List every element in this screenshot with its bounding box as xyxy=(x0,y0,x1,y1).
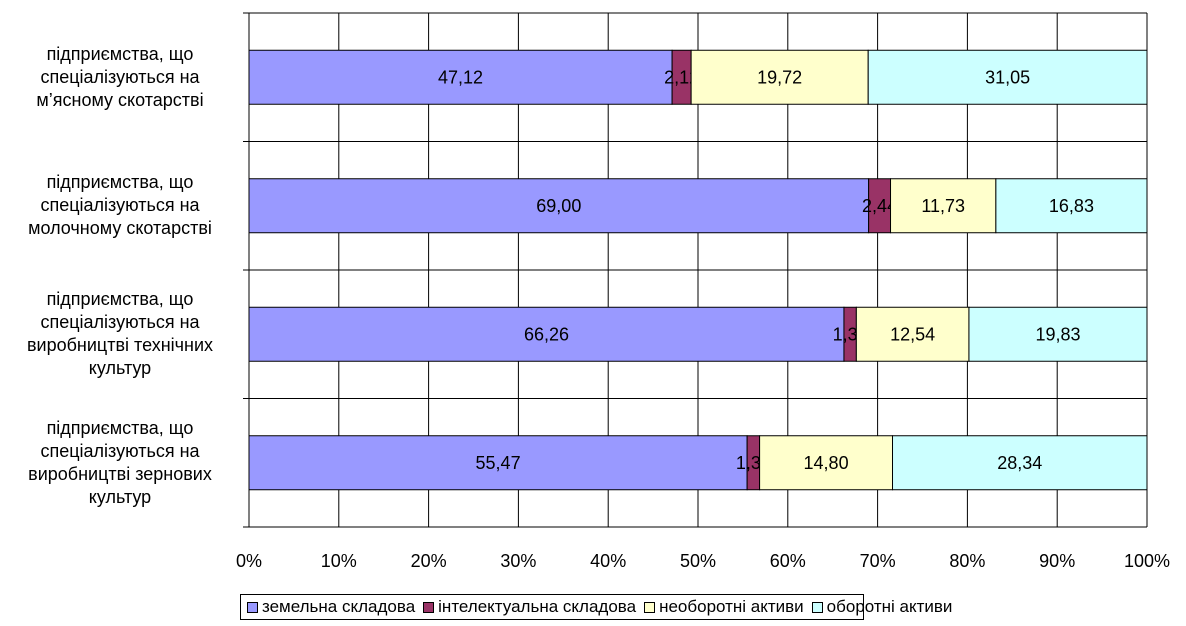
x-tick-label: 70% xyxy=(860,551,896,571)
category-label-line: виробництві технічних xyxy=(26,335,214,356)
data-label: 2,12 xyxy=(664,67,699,87)
category-label: підприємства, що спеціалізуються на виробн… xyxy=(4,417,236,509)
category-label: підприємства, що спеціалізуються на виробн… xyxy=(4,288,236,380)
bar-segment xyxy=(890,178,997,234)
category-label: підприємства, що спеціалізуються на м’ясно… xyxy=(4,43,236,112)
legend: земельна складова інтелектуальна складова… xyxy=(240,594,952,620)
x-tick-label: 0% xyxy=(236,551,262,571)
legend-swatch xyxy=(811,601,823,613)
legend-item: земельна складова xyxy=(247,597,415,617)
bar-segment xyxy=(855,306,970,362)
x-tick-label: 100% xyxy=(1124,551,1170,571)
category-label-line: спеціалізуються на xyxy=(40,312,200,333)
legend-label: оборотні активи xyxy=(826,597,953,616)
x-tick-label: 80% xyxy=(949,551,985,571)
data-label: 69,00 xyxy=(536,196,581,216)
data-label: 19,72 xyxy=(757,67,802,87)
bar-segment xyxy=(968,306,1148,362)
data-label: 19,83 xyxy=(1035,324,1080,344)
data-label: 16,83 xyxy=(1049,196,1094,216)
data-label: 31,05 xyxy=(985,67,1030,87)
x-tick-label: 90% xyxy=(1039,551,1075,571)
bar-segment xyxy=(892,435,1148,491)
x-tick-label: 30% xyxy=(500,551,536,571)
legend-item: оборотні активи xyxy=(811,597,953,617)
data-label: 55,47 xyxy=(476,453,521,473)
category-label-line: культур xyxy=(88,358,152,379)
category-label-line: підприємства, що xyxy=(46,289,194,310)
category-label-line: виробництві зернових xyxy=(28,463,212,484)
legend-swatch xyxy=(423,601,435,613)
category-label-line: підприємства, що xyxy=(46,417,194,438)
category-label-line: культур xyxy=(88,486,152,507)
bar-segment xyxy=(867,49,1148,105)
category-label-line: спеціалізуються на xyxy=(40,195,200,216)
bar-segment xyxy=(995,178,1148,234)
x-tick-label: 60% xyxy=(770,551,806,571)
legend-label: інтелектуальна складова xyxy=(438,597,637,616)
legend-swatch xyxy=(644,601,656,613)
category-label: підприємства, що спеціалізуються на молочн… xyxy=(4,171,236,240)
data-label: 47,12 xyxy=(438,67,483,87)
legend-item: інтелектуальна складова xyxy=(423,597,636,617)
x-tick-label: 10% xyxy=(321,551,357,571)
category-label-line: м’ясному скотарстві xyxy=(36,89,204,110)
bar-segment xyxy=(248,435,748,491)
bar-segment xyxy=(248,178,870,234)
bar-segment xyxy=(248,306,845,362)
category-label-line: молочному скотарстві xyxy=(28,218,212,239)
legend-label: земельна складова xyxy=(262,597,416,616)
legend-swatch xyxy=(247,601,258,613)
legend-item: необоротні активи xyxy=(644,597,804,617)
data-label: 2,44 xyxy=(862,196,897,216)
data-label: 12,54 xyxy=(890,324,935,344)
bar-segment xyxy=(690,49,869,105)
data-label: 11,73 xyxy=(921,196,965,216)
category-label-line: спеціалізуються на xyxy=(40,66,200,87)
data-label: 14,80 xyxy=(804,453,849,473)
legend-label: необоротні активи xyxy=(659,597,804,616)
data-label: 66,26 xyxy=(524,324,569,344)
category-label-line: спеціалізуються на xyxy=(40,440,200,461)
bar-segment xyxy=(248,49,673,105)
x-tick-label: 50% xyxy=(680,551,716,571)
data-label: 28,34 xyxy=(997,453,1042,473)
x-tick-label: 40% xyxy=(590,551,626,571)
category-label-line: підприємства, що xyxy=(46,172,194,193)
category-label-line: підприємства, що xyxy=(46,43,194,64)
x-tick-label: 20% xyxy=(411,551,447,571)
bar-segment xyxy=(759,435,894,491)
